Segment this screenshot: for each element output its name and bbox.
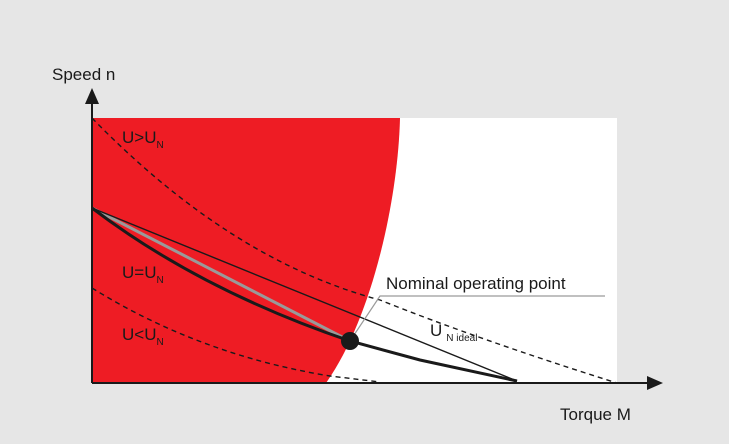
curve-u-ideal [91,207,518,382]
label-u-equal: U=UN [122,263,164,286]
y-axis-label: Speed n [52,65,115,84]
label-u-less: U<UN [122,325,164,348]
curve-u-less-dashed [92,287,381,383]
x-axis-label: Torque M [560,405,631,424]
leader-line [349,295,605,342]
curve-u-equal [91,206,518,383]
nominal-operating-point-label: Nominal operating point [386,274,566,293]
nominal-operating-point-marker [341,332,359,350]
overload-region [92,118,400,383]
ideal-line-grey [91,206,351,343]
curve-u-greater-dashed [92,118,617,383]
label-u-greater: U>UN [122,128,164,151]
y-axis-arrow-icon [85,88,99,104]
x-axis-arrow-icon [647,376,663,390]
